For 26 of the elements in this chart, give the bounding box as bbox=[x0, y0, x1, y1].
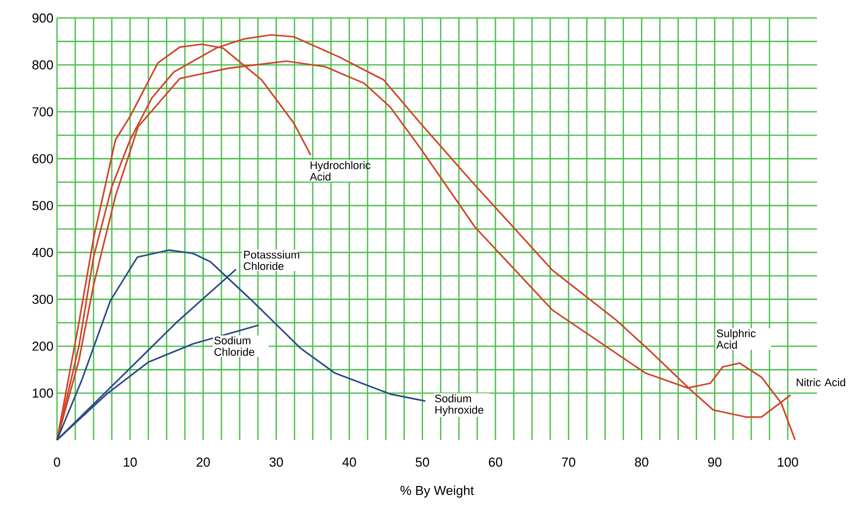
y-tick-label: 600 bbox=[32, 154, 53, 164]
y-tick-label: 100 bbox=[32, 388, 53, 398]
y-tick-label: 300 bbox=[32, 294, 53, 304]
y-tick-label: 800 bbox=[32, 60, 53, 70]
x-tick-label: 80 bbox=[634, 458, 648, 467]
x-tick-label: 100 bbox=[778, 458, 798, 467]
x-tick-label: 10 bbox=[124, 458, 137, 467]
series-label: Sodium Chloride bbox=[214, 336, 254, 356]
x-tick-label: 40 bbox=[342, 458, 356, 467]
y-tick-label: 500 bbox=[32, 200, 53, 210]
x-tick-label: 30 bbox=[270, 458, 283, 467]
y-tick-label: 200 bbox=[32, 342, 53, 351]
series-label: Sodium Hyhroxide bbox=[435, 394, 484, 416]
x-axis-title: % By Weight bbox=[400, 486, 474, 498]
x-tick-label: 0 bbox=[54, 458, 60, 467]
series-label: Nitric Acid bbox=[796, 378, 846, 386]
x-tick-label: 90 bbox=[708, 458, 722, 467]
y-tick-label: 700 bbox=[32, 107, 53, 116]
x-tick-label: 60 bbox=[488, 458, 502, 467]
x-tick-label: 20 bbox=[196, 458, 210, 467]
series-label: Potasssium Chloride bbox=[244, 250, 300, 270]
series-label: Sulphric Acid bbox=[716, 329, 756, 349]
y-tick-label: 900 bbox=[32, 13, 53, 23]
x-tick-label: 50 bbox=[416, 458, 430, 467]
y-tick-label: 400 bbox=[32, 248, 53, 258]
x-tick-label: 70 bbox=[562, 458, 576, 467]
